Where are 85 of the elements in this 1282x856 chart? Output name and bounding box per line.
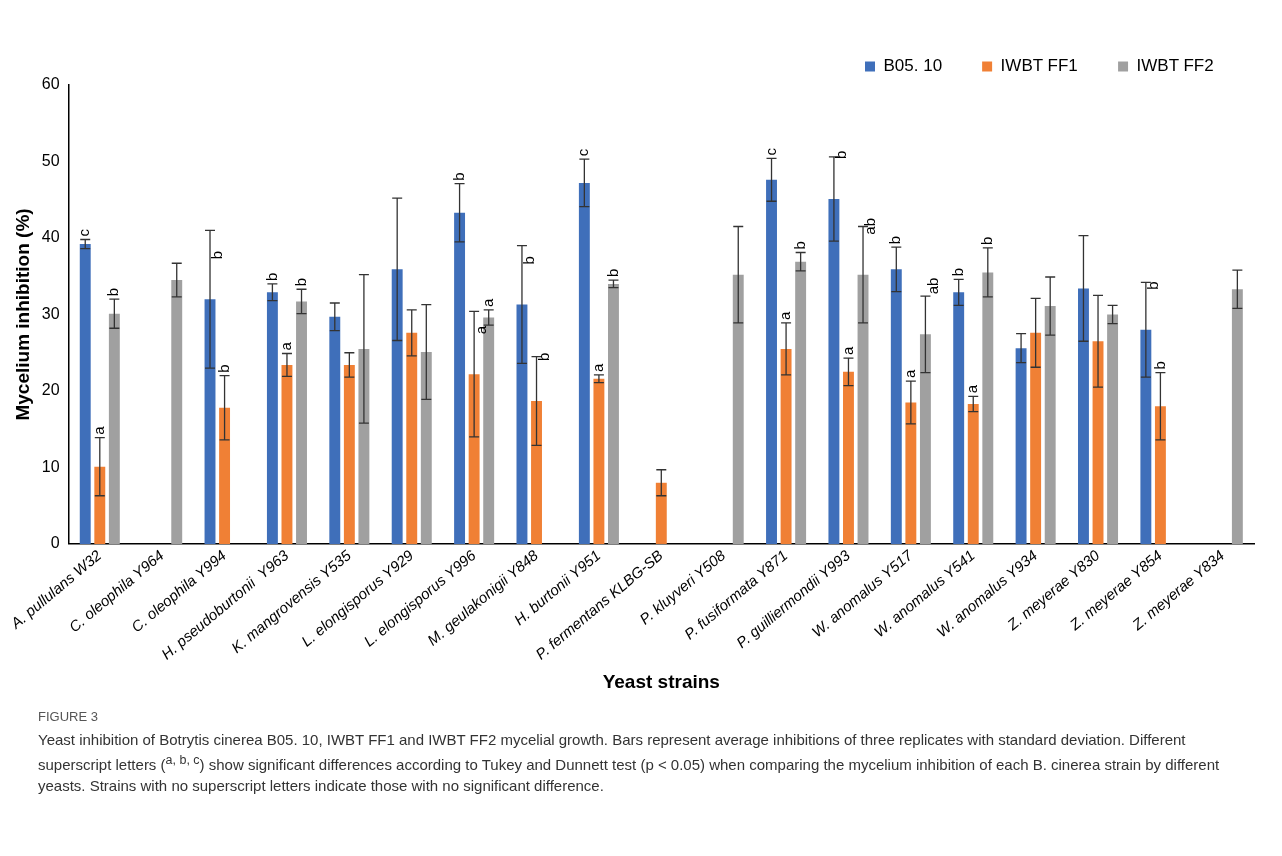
data-label: b bbox=[790, 241, 808, 250]
bar bbox=[905, 402, 917, 544]
bar bbox=[468, 374, 480, 544]
data-label: b bbox=[977, 236, 995, 245]
data-label: b bbox=[291, 277, 309, 287]
data-label: b bbox=[603, 268, 621, 278]
legend-label: B05. 10 bbox=[883, 56, 943, 76]
bar bbox=[982, 272, 994, 544]
data-label: a bbox=[472, 325, 490, 335]
bar bbox=[1154, 406, 1166, 544]
data-label: b bbox=[948, 267, 966, 277]
bar bbox=[358, 348, 370, 544]
bar bbox=[732, 274, 744, 544]
data-label: a bbox=[478, 297, 496, 307]
bar bbox=[266, 292, 278, 544]
bar bbox=[420, 351, 432, 544]
bar bbox=[406, 332, 418, 544]
bar bbox=[296, 301, 307, 544]
legend-label: IWBT FF1 bbox=[1000, 56, 1078, 76]
data-label: b bbox=[208, 250, 226, 260]
bar bbox=[578, 182, 590, 544]
data-label: ab bbox=[861, 218, 879, 235]
bar bbox=[1015, 348, 1027, 544]
bar bbox=[1231, 289, 1243, 544]
bar bbox=[655, 482, 667, 544]
data-label: b bbox=[104, 287, 122, 297]
bar bbox=[171, 280, 183, 544]
y-tick-label: 40 bbox=[41, 228, 60, 246]
bar bbox=[795, 261, 807, 544]
data-label: ab bbox=[923, 277, 941, 295]
bar bbox=[531, 400, 542, 544]
bar bbox=[94, 466, 106, 544]
data-label: a bbox=[901, 369, 918, 379]
bar bbox=[608, 283, 619, 544]
bar bbox=[1140, 329, 1152, 544]
caption: FIGURE 3 bbox=[38, 708, 99, 726]
data-label: c bbox=[75, 228, 93, 237]
data-label: c bbox=[574, 148, 592, 157]
bar bbox=[391, 269, 403, 544]
data-label: b bbox=[214, 364, 232, 373]
data-label: a bbox=[776, 310, 794, 320]
bar bbox=[454, 212, 466, 544]
bar bbox=[281, 364, 293, 544]
data-label: b bbox=[262, 272, 280, 281]
bar bbox=[766, 179, 777, 544]
bar bbox=[593, 378, 605, 544]
data-label: a bbox=[277, 341, 295, 351]
data-label: b bbox=[832, 150, 850, 159]
data-label: b bbox=[886, 235, 904, 245]
data-label: b bbox=[1150, 361, 1168, 370]
bar bbox=[329, 316, 341, 544]
bar bbox=[1044, 306, 1056, 544]
data-label: a bbox=[89, 425, 107, 435]
data-label: b bbox=[1144, 281, 1161, 290]
bar bbox=[79, 244, 91, 544]
data-label: b bbox=[449, 172, 467, 181]
bar bbox=[828, 198, 840, 544]
bar bbox=[1030, 332, 1042, 544]
text: Yeast inhibition of Botrytis cinerea B05. 10, IWBT FF1 and IWBT FF2 mycelial growth. Bars represent average inhibitions of three replicates with standard deviation. Different superscript letters ($^{a, b, c}$) show significant differences according to Tukey and Dunnett test (p < 0.05) when comparing the mycelium inhibition of each B. cinerea strain by different yeasts. Strains with no superscript letters indicate those with no significant difference. bbox=[38, 729, 1221, 797]
y-tick-label: 30 bbox=[41, 304, 60, 322]
data-label: b bbox=[534, 352, 552, 361]
bar bbox=[890, 269, 902, 544]
data-label: b bbox=[520, 256, 538, 265]
y-tick-label: 20 bbox=[41, 381, 60, 399]
bar bbox=[108, 313, 120, 544]
bar bbox=[967, 403, 979, 544]
data-label: a bbox=[963, 384, 981, 394]
bar bbox=[1107, 314, 1119, 544]
bar bbox=[953, 292, 965, 544]
bar bbox=[343, 364, 355, 544]
bar bbox=[1078, 288, 1089, 544]
y-tick-label: 0 bbox=[50, 534, 60, 552]
data-label: a bbox=[838, 346, 856, 356]
bar bbox=[219, 407, 231, 544]
bar bbox=[780, 348, 792, 544]
data-label: c bbox=[761, 147, 779, 156]
bar bbox=[919, 334, 931, 544]
y-tick-label: 60 bbox=[41, 75, 60, 93]
x-axis-title: Yeast strains bbox=[602, 670, 720, 692]
y-tick-label: 50 bbox=[41, 151, 60, 169]
bar bbox=[843, 371, 854, 544]
y-axis-title: Mycelium inhibition (%) bbox=[11, 208, 33, 421]
data-label: a bbox=[589, 362, 607, 372]
legend-label: IWBT FF2 bbox=[1136, 56, 1214, 76]
y-tick-label: 10 bbox=[41, 457, 60, 475]
